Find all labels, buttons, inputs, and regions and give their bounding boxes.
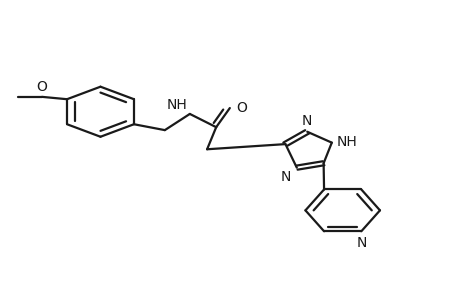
Text: NH: NH xyxy=(336,135,356,149)
Text: O: O xyxy=(236,101,247,115)
Text: NH: NH xyxy=(167,98,187,112)
Text: N: N xyxy=(355,236,366,250)
Text: N: N xyxy=(301,114,311,128)
Text: O: O xyxy=(37,80,47,94)
Text: N: N xyxy=(280,170,291,184)
